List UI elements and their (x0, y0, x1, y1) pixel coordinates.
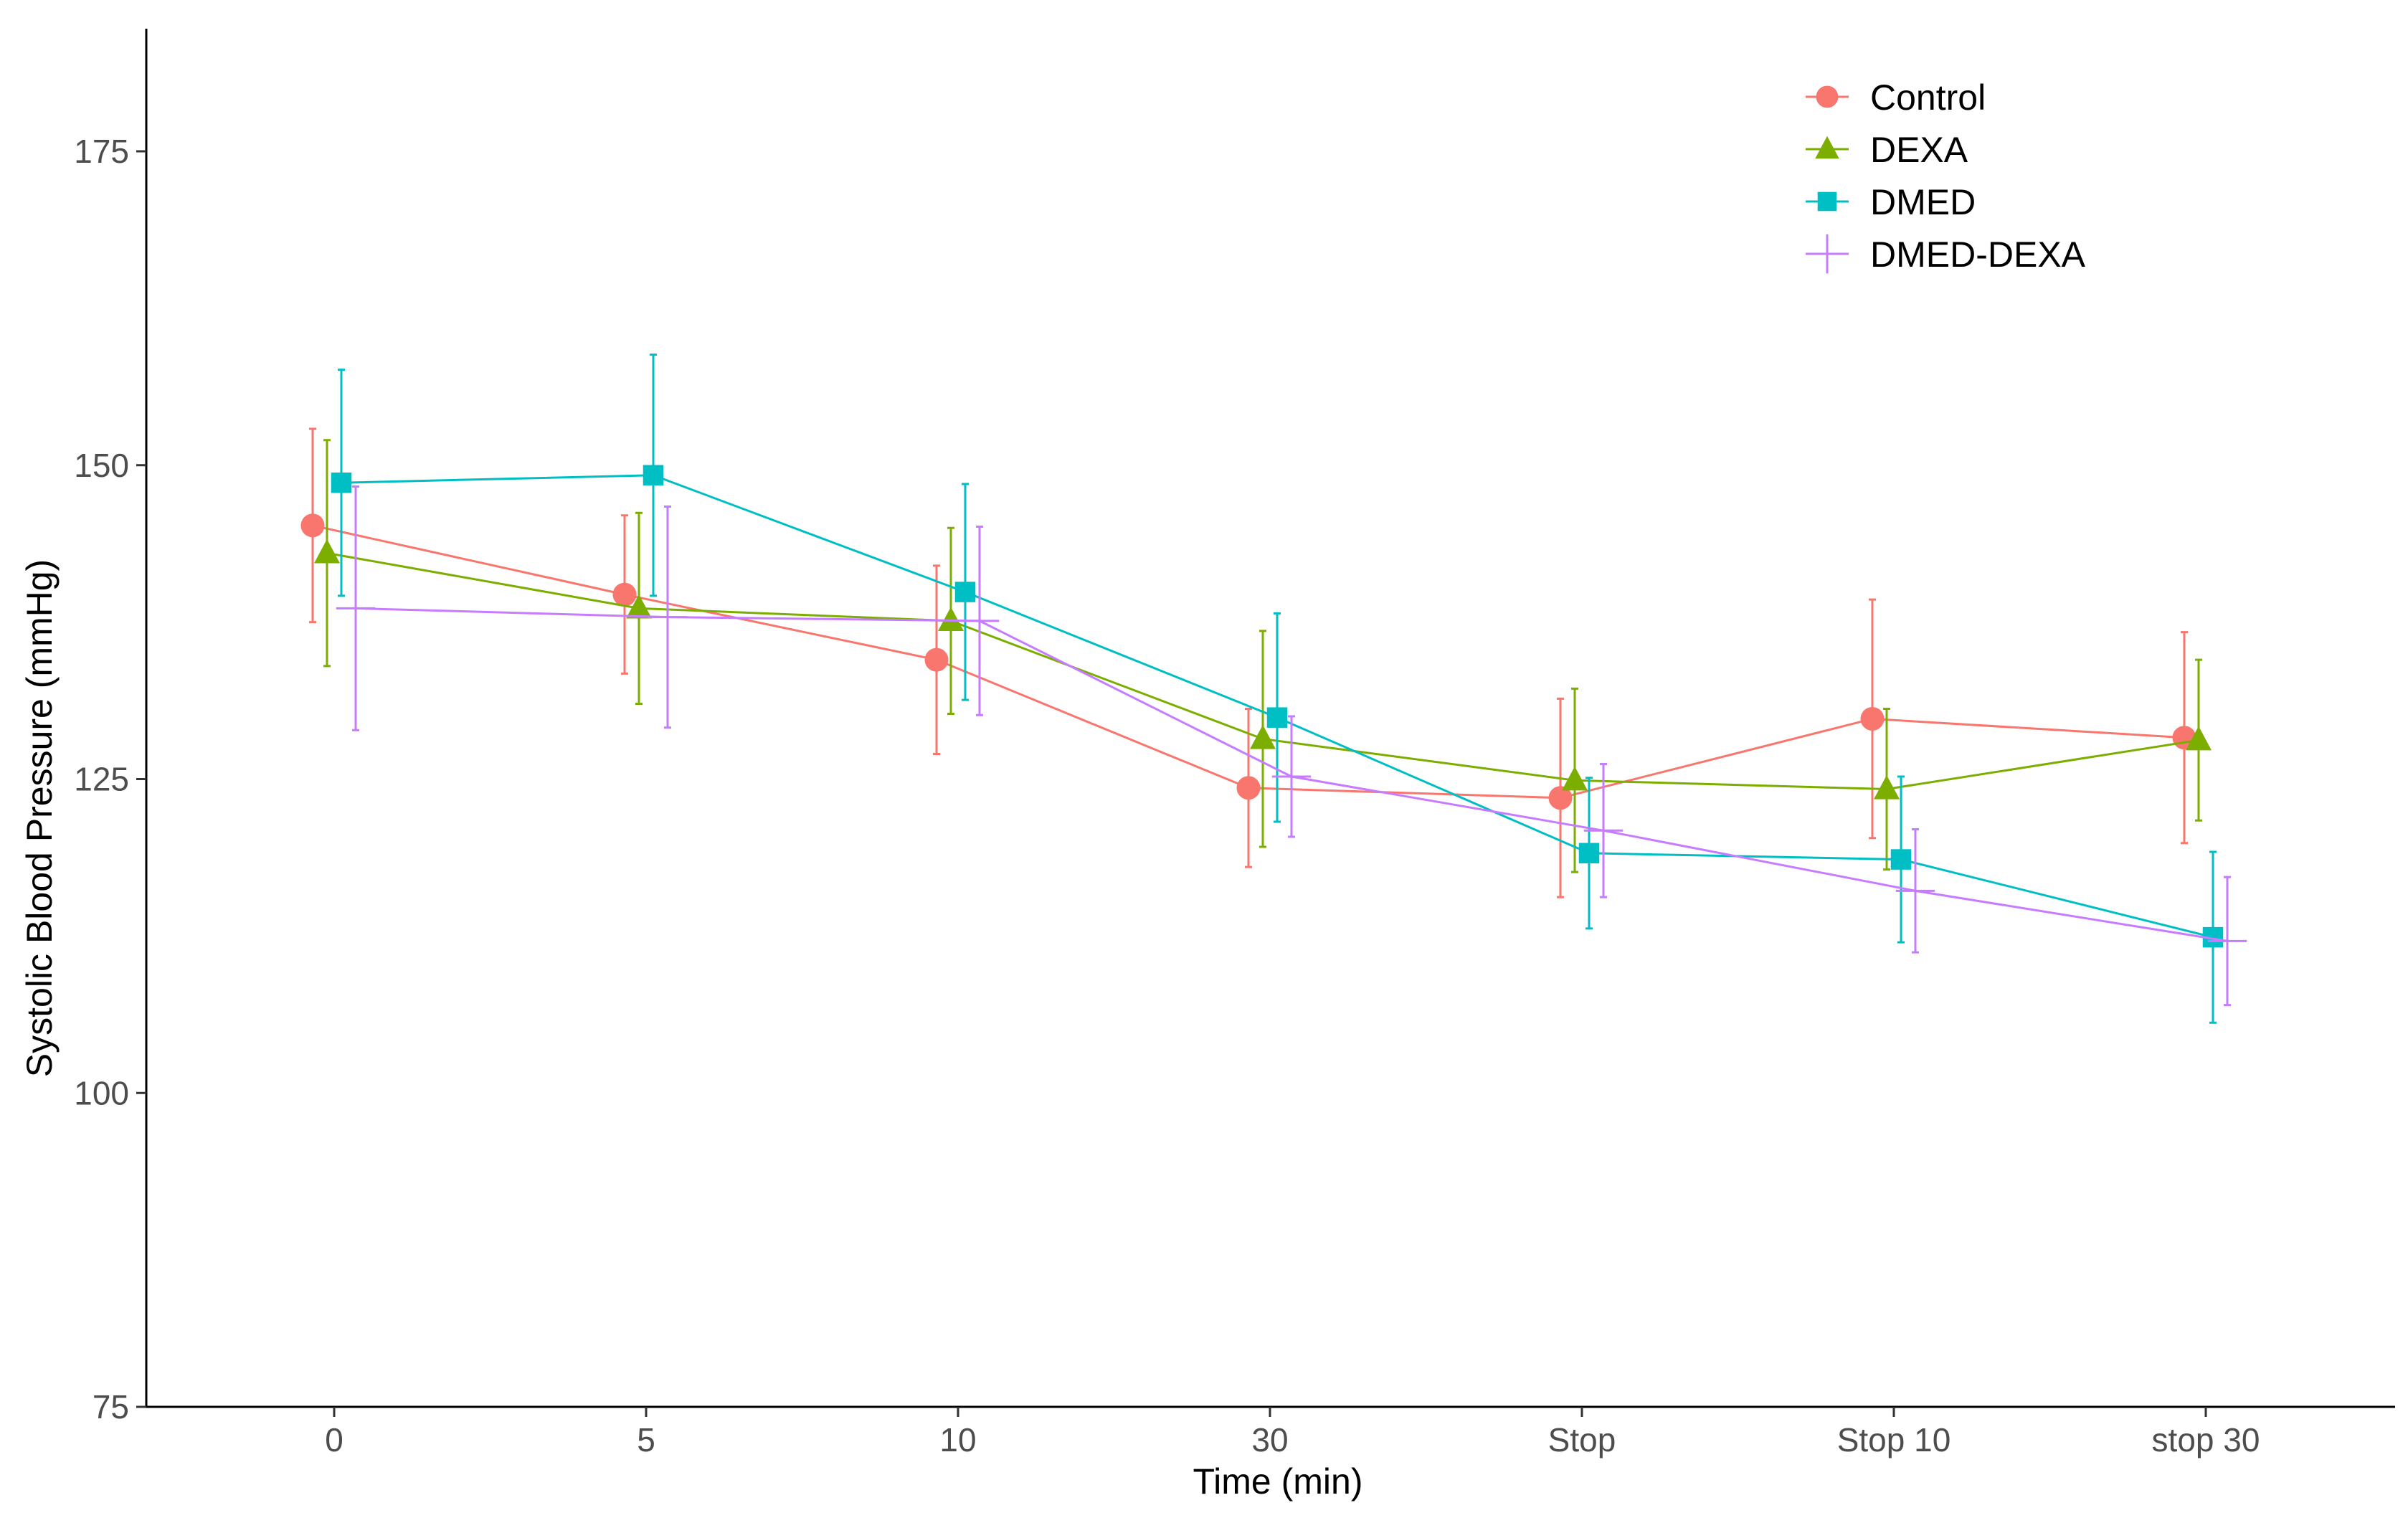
data-point-control-3 (1236, 776, 1261, 800)
data-point-dexa-1 (626, 594, 652, 619)
legend-item-dmed-dexa: DMED-DEXA (1806, 234, 2086, 275)
legend-key-marker-dmed (1817, 191, 1837, 212)
data-point-dexa-4 (1562, 766, 1588, 791)
series-dexa (314, 439, 2212, 873)
legend-label-dexa: DEXA (1870, 130, 1968, 170)
data-point-dmed-dexa-6 (2207, 921, 2247, 961)
legend-item-control: Control (1806, 77, 1986, 118)
data-point-dmed-dexa-1 (648, 597, 688, 637)
legend-key-marker-control (1816, 85, 1839, 108)
x-tick-label-5: Stop 10 (1837, 1421, 1951, 1458)
y-tick-label-100: 100 (74, 1074, 129, 1111)
x-tick-label-2: 10 (939, 1421, 976, 1458)
y-axis-title: Systolic Blood Pressure (mmHg) (19, 559, 60, 1077)
data-point-dmed-1 (643, 465, 664, 486)
data-point-dmed-2 (954, 582, 976, 602)
x-tick-label-0: 0 (325, 1421, 343, 1458)
data-point-control-0 (300, 513, 325, 538)
data-point-dmed-0 (331, 473, 352, 493)
data-point-dexa-6 (2186, 726, 2212, 751)
legend-key-marker-dmed-dexa (1807, 234, 1847, 274)
series-dmed (331, 354, 2224, 1024)
data-point-dexa-2 (938, 607, 964, 632)
series-dmed-dexa (336, 485, 2247, 1007)
data-point-dexa-5 (1874, 774, 1900, 800)
legend-key-marker-dexa (1815, 136, 1839, 159)
legend-label-dmed: DMED (1870, 182, 1976, 222)
data-point-dmed-dexa-5 (1895, 871, 1935, 911)
data-point-dexa-0 (314, 539, 340, 564)
x-tick-label-6: stop 30 (2152, 1421, 2260, 1458)
legend-label-control: Control (1870, 77, 1986, 118)
data-point-dmed-3 (1266, 707, 1288, 728)
data-point-dmed-dexa-2 (959, 601, 1000, 641)
y-tick-label-75: 75 (93, 1388, 129, 1426)
legend-item-dmed: DMED (1806, 182, 1976, 222)
legend-item-dexa: DEXA (1806, 130, 1968, 170)
x-tick-label-3: 30 (1251, 1421, 1288, 1458)
data-point-control-4 (1548, 786, 1573, 810)
data-point-dmed-4 (1578, 843, 1600, 864)
y-tick-label-125: 125 (74, 761, 129, 798)
data-point-control-1 (612, 582, 637, 607)
data-point-control-2 (924, 647, 949, 672)
x-tick-label-4: Stop (1548, 1421, 1616, 1458)
legend: Control DEXA DMED DMED-DEXA (1806, 77, 2086, 275)
series-layer (300, 354, 2247, 1024)
legend-label-dmed-dexa: DMED-DEXA (1870, 234, 2086, 275)
x-tick-label-1: 5 (637, 1421, 655, 1458)
y-tick-label-175: 175 (74, 133, 129, 170)
data-point-dmed-5 (1890, 849, 1912, 870)
data-point-dmed-dexa-0 (336, 589, 376, 628)
x-axis-title: Time (min) (1193, 1461, 1362, 1502)
data-point-dmed-dexa-4 (1583, 811, 1623, 850)
series-control (300, 427, 2196, 898)
y-tick-label-150: 150 (74, 447, 129, 484)
data-point-control-5 (1860, 706, 1885, 731)
data-point-dmed-dexa-3 (1271, 756, 1312, 797)
axes-layer: 75 100 125 150 175 0 5 10 30 Stop Stop 10 stop 30 Ti… (19, 29, 2395, 1502)
data-point-dexa-3 (1250, 724, 1276, 749)
